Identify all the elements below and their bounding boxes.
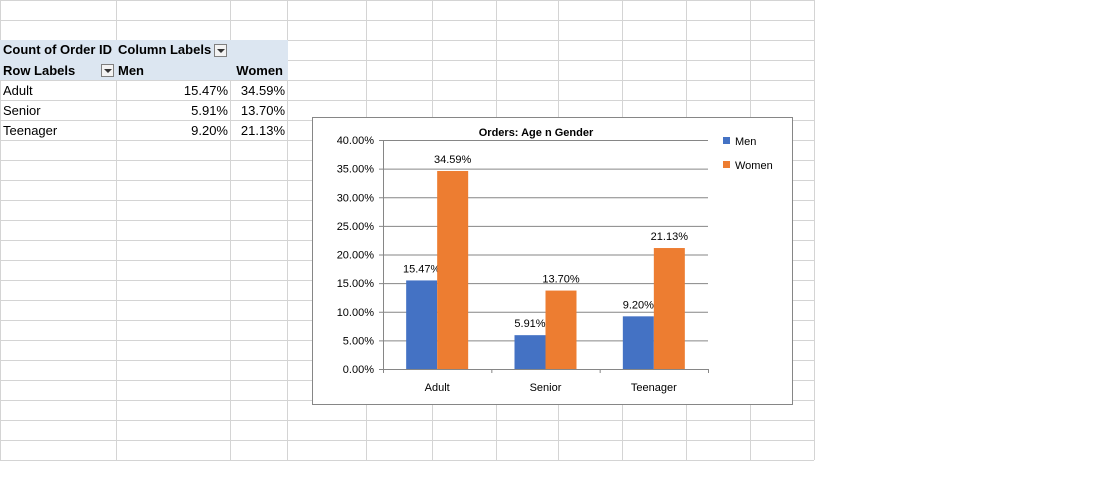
y-tick-label: 20.00% [337,250,375,262]
y-tick-label: 40.00% [337,135,375,147]
data-label: 13.70% [542,274,580,286]
y-tick-label: 0.00% [343,364,374,376]
bar-men-senior[interactable] [514,335,546,369]
x-tick-label: Teenager [631,382,677,394]
legend-label-women: Women [735,160,773,172]
pivot-column-men[interactable]: Men [118,63,144,78]
data-label: 9.20% [623,299,654,311]
row-labels-filter-button[interactable] [101,64,114,77]
data-label: 34.59% [434,154,472,166]
pivot-cell-women[interactable]: 13.70% [240,103,285,118]
y-tick-label: 25.00% [337,221,375,233]
legend-swatch-men [723,137,730,144]
pivot-cell-men[interactable]: 15.47% [183,83,228,98]
data-label: 21.13% [651,231,689,243]
x-tick-label: Senior [530,382,562,394]
bar-men-teenager[interactable] [622,316,654,369]
pivot-values-header[interactable]: Count of Order ID [3,42,113,57]
bar-women-teenager[interactable] [653,248,685,369]
pivot-cell-men[interactable]: 5.91% [191,103,228,118]
legend-label-men: Men [735,136,757,148]
pivot-row-label[interactable]: Senior [3,103,41,118]
data-label: 5.91% [514,318,545,330]
pivot-row-labels[interactable]: Row Labels [3,63,76,78]
legend-item-men[interactable]: Men [723,135,756,149]
legend-swatch-women [723,161,730,168]
column-labels-filter-button[interactable] [214,44,227,57]
pivot-column-women[interactable]: Women [236,63,283,78]
y-tick-label: 15.00% [337,278,375,290]
pivot-row-label[interactable]: Adult [3,83,33,98]
bar-men-adult[interactable] [406,280,438,369]
y-tick-label: 35.00% [337,164,375,176]
legend-item-women[interactable]: Women [723,159,773,173]
pivot-column-labels[interactable]: Column Labels [118,42,212,57]
pivot-chart[interactable]: Orders: Age n Gender 0.00% 5.00% 10.00% 15.0… [312,117,793,405]
chart-canvas: Orders: Age n Gender 0.00% 5.00% 10.00% 15.0… [337,127,709,394]
y-tick-label: 30.00% [337,192,375,204]
data-label: 15.47% [403,263,441,275]
pivot-header-background [0,40,288,80]
bar-women-senior[interactable] [545,290,577,369]
y-tick-label: 5.00% [343,335,374,347]
y-tick-label: 10.00% [337,307,375,319]
pivot-row-label[interactable]: Teenager [3,123,58,138]
chart-title: Orders: Age n Gender [479,127,594,139]
pivot-cell-women[interactable]: 34.59% [240,83,285,98]
pivot-cell-women[interactable]: 21.13% [240,123,285,138]
pivot-cell-men[interactable]: 9.20% [191,123,228,138]
x-tick-label: Adult [425,382,450,394]
bar-women-adult[interactable] [437,170,469,369]
